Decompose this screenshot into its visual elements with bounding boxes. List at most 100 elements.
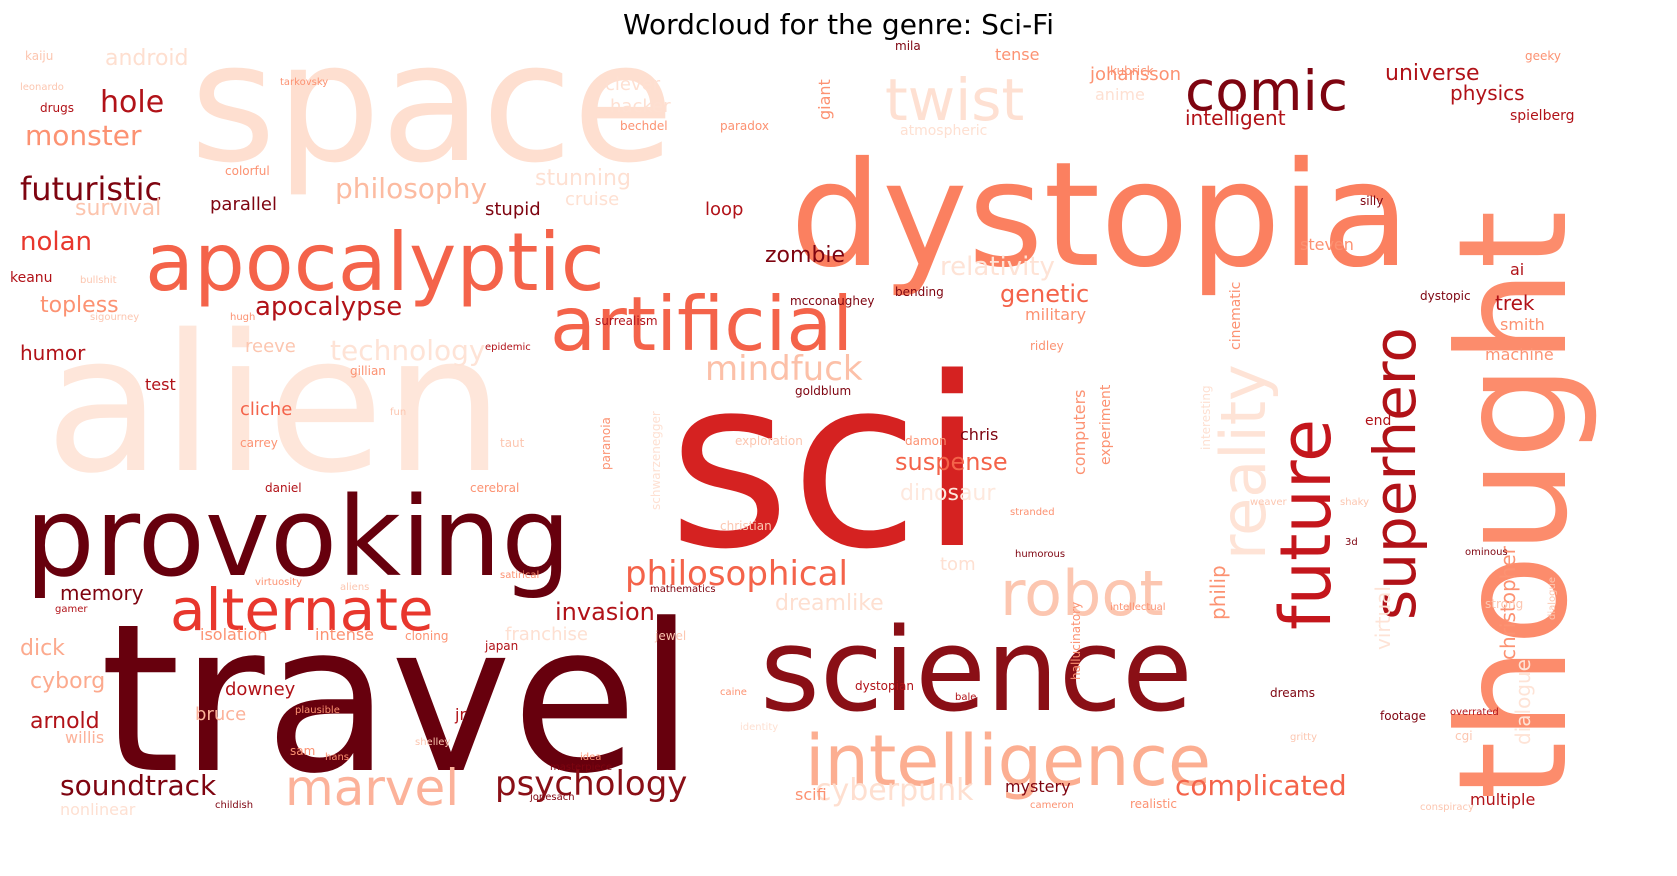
word-intelligence: intelligence (805, 720, 1211, 802)
word-interesting: interesting (1199, 385, 1213, 450)
word-topless: topless (40, 293, 119, 318)
word-hans: hans (325, 752, 349, 763)
word-daniel: daniel (265, 481, 302, 495)
word-comic: comic (1185, 59, 1348, 123)
word-virtual: virtual (1371, 586, 1395, 650)
word-humor: humor (20, 341, 86, 365)
word-superhero: superhero (1361, 327, 1429, 620)
word-alternate: alternate (170, 576, 434, 644)
word-jr: jr (454, 705, 466, 724)
word-shaky: shaky (1340, 497, 1369, 508)
word-computers: computers (1070, 390, 1089, 476)
word-loop: loop (705, 199, 743, 220)
word-nonlinear: nonlinear (60, 800, 136, 819)
word-geeky: geeky (1525, 49, 1561, 63)
word-future: future (1265, 419, 1347, 630)
word-bale: bale (955, 692, 976, 703)
word-military: military (1025, 305, 1086, 324)
word-strong: strong (1485, 597, 1523, 611)
word-steven: steven (1300, 235, 1354, 254)
word-scifi: scifi (795, 785, 827, 804)
word-tom: tom (940, 554, 976, 575)
word-apocalypse: apocalypse (255, 292, 402, 322)
word-provoking: provoking (25, 473, 571, 601)
word-caine: caine (720, 687, 747, 698)
word-kaiju: kaiju (25, 49, 53, 63)
word-dystopia: dystopia (790, 131, 1410, 300)
word-ominous: ominous (1465, 547, 1508, 558)
word-philosophy: philosophy (335, 172, 487, 205)
word-stupid: stupid (485, 199, 541, 220)
word-technology: technology (330, 334, 485, 367)
word-suspense: suspense (895, 448, 1008, 476)
word-soundtrack: soundtrack (60, 769, 217, 802)
word-memory: memory (60, 581, 144, 605)
word-anime: anime (1095, 85, 1145, 104)
word-aliens: aliens (340, 582, 369, 593)
word-giant: giant (815, 79, 834, 120)
word-thought: thought (1427, 210, 1601, 800)
word-johansson: johansson (1089, 64, 1181, 85)
word-multiple: multiple (1470, 790, 1535, 809)
word-physics: physics (1450, 81, 1525, 105)
word-dick: dick (20, 636, 65, 661)
word-carrey: carrey (240, 436, 278, 450)
word-3d: 3d (1345, 537, 1358, 548)
word-mila: mila (895, 39, 921, 53)
word-spielberg: spielberg (1510, 108, 1574, 124)
word-trek: trek (1495, 291, 1535, 315)
word-cinematic: cinematic (1228, 282, 1244, 350)
word-dreams: dreams (1270, 686, 1315, 700)
word-intense: intense (315, 625, 374, 644)
word-arnold: arnold (30, 709, 100, 734)
word-damon: damon (905, 434, 947, 448)
word-robot: robot (1000, 557, 1164, 630)
word-stranded: stranded (1010, 507, 1055, 518)
word-space: space (190, 7, 674, 199)
word-gritty: gritty (1290, 732, 1317, 743)
word-idea: idea (580, 752, 601, 763)
word-invasion: invasion (555, 598, 655, 626)
word-end: end (1365, 413, 1391, 429)
word-dialogue: dialogue (1511, 659, 1535, 745)
word-sci: sci (668, 328, 985, 601)
word-test: test (145, 375, 176, 394)
word-japan: japan (484, 639, 518, 653)
word-isolation: isolation (200, 625, 267, 644)
word-virtuosity: virtuosity (255, 577, 302, 588)
word-taut: taut (500, 436, 525, 450)
word-footage: footage (1380, 709, 1426, 723)
word-universe: universe (1385, 61, 1480, 86)
word-apocalyptic: apocalyptic (145, 216, 605, 309)
word-cyborg: cyborg (30, 669, 105, 694)
word-reality: reality (1207, 364, 1280, 560)
word-clever: clever (605, 74, 661, 95)
word-christopher: christopher (1496, 545, 1520, 660)
word-intellectual: intellectual (1110, 602, 1166, 613)
word-gamer: gamer (55, 604, 88, 615)
word-dystopian: dystopian (855, 679, 914, 693)
word-childish: childish (215, 800, 253, 811)
word-weaver: weaver (1250, 497, 1288, 508)
word-kubrick: kubrick (1110, 64, 1154, 78)
word-fun: fun (390, 407, 406, 418)
word-gillian: gillian (350, 364, 386, 378)
word-hallucinatory: hallucinatory (1069, 602, 1083, 680)
word-twist: twist (885, 66, 1024, 134)
word-mcconaughey: mcconaughey (790, 294, 875, 308)
word-science: science (760, 604, 1193, 738)
word-cloning: cloning (405, 629, 448, 643)
word-cameron: cameron (1030, 800, 1074, 811)
word-franchise: franchise (505, 624, 588, 645)
word-conspiracy: conspiracy (1420, 802, 1474, 813)
word-parallel: parallel (210, 194, 277, 215)
word-hole: hole (100, 85, 164, 120)
word-schwarzenegger: schwarzenegger (649, 411, 663, 510)
word-monster: monster (25, 119, 142, 152)
word-nolan: nolan (20, 227, 92, 257)
word-goldblum: goldblum (795, 384, 851, 398)
word-alien: alien (45, 294, 504, 515)
word-cyberpunk: cyberpunk (815, 773, 974, 808)
